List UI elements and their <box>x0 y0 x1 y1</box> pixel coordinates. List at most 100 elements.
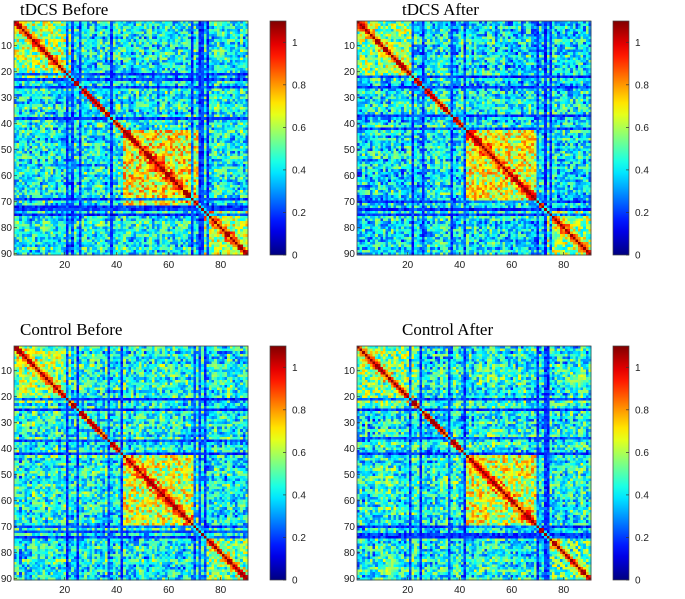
heatmap-cell <box>86 49 90 53</box>
heatmap-cell <box>16 122 20 126</box>
heatmap-cell <box>183 83 186 87</box>
heatmap-cell <box>242 127 246 131</box>
heatmap-cell <box>94 36 98 40</box>
heatmap-cell <box>55 41 59 45</box>
heatmap-cell <box>201 41 205 45</box>
heatmap-cell <box>21 44 25 48</box>
heatmap-cell <box>47 130 51 134</box>
heatmap-cell <box>219 104 223 108</box>
heatmap-cell <box>193 151 197 154</box>
heatmap-cell <box>123 36 127 40</box>
heatmap-cell <box>19 57 23 61</box>
heatmap-cell <box>211 91 215 95</box>
heatmap-cell <box>138 44 142 48</box>
heatmap-cell <box>123 125 127 128</box>
heatmap-cell <box>105 127 108 131</box>
heatmap-cell <box>99 60 103 63</box>
heatmap-cell <box>170 119 173 123</box>
heatmap-cell <box>66 130 69 134</box>
heatmap-cell <box>172 21 176 24</box>
heatmap-cell <box>97 138 101 141</box>
heatmap-cell <box>203 57 207 61</box>
heatmap-cell <box>149 65 153 69</box>
heatmap-cell <box>144 161 147 165</box>
heatmap-cell <box>107 73 111 76</box>
heatmap-cell <box>99 41 103 45</box>
heatmap-cell <box>71 36 75 40</box>
heatmap-cell <box>125 127 129 131</box>
heatmap-cell <box>50 65 54 69</box>
heatmap-cell <box>50 47 54 50</box>
heatmap-cell <box>53 109 56 113</box>
heatmap-cell <box>112 99 116 102</box>
heatmap-cell <box>125 52 129 56</box>
heatmap-cell <box>149 57 153 61</box>
heatmap-cell <box>123 114 127 118</box>
heatmap-cell <box>94 109 98 113</box>
heatmap-cell <box>177 125 181 128</box>
heatmap-cell <box>227 54 231 58</box>
heatmap-cell <box>66 83 69 87</box>
heatmap-cell <box>42 86 46 89</box>
heatmap-cell <box>73 34 77 37</box>
heatmap-cell <box>97 83 101 87</box>
heatmap-cell <box>193 158 197 162</box>
heatmap-cell <box>55 132 59 136</box>
heatmap-cell <box>214 75 218 79</box>
heatmap-cell <box>209 101 212 105</box>
heatmap-cell <box>89 83 93 87</box>
heatmap-cell <box>242 122 246 126</box>
heatmap-cell <box>175 52 179 56</box>
heatmap-cell <box>118 112 121 115</box>
heatmap-cell <box>107 34 111 37</box>
heatmap-cell <box>32 23 36 27</box>
heatmap-cell <box>211 86 215 89</box>
heatmap-cell <box>235 114 238 118</box>
heatmap-cell <box>73 132 77 136</box>
heatmap-cell <box>235 106 238 110</box>
heatmap-cell <box>216 60 220 63</box>
heatmap-cell <box>211 158 215 162</box>
heatmap-cell <box>37 31 41 35</box>
heatmap-cell <box>224 88 228 92</box>
heatmap-cell <box>185 127 189 131</box>
heatmap-cell <box>154 78 158 82</box>
heatmap-cell <box>141 96 145 100</box>
heatmap-cell <box>76 41 80 45</box>
heatmap-cell <box>42 36 46 40</box>
heatmap-cell <box>94 158 98 162</box>
heatmap-cell <box>146 91 150 95</box>
heatmap-cell <box>209 119 212 123</box>
heatmap-cell <box>125 70 129 74</box>
heatmap-cell <box>185 148 189 152</box>
heatmap-cell <box>214 130 218 134</box>
heatmap-cell <box>40 143 43 147</box>
heatmap-cell <box>97 54 101 58</box>
heatmap-cell <box>138 99 142 102</box>
heatmap-cell <box>105 104 108 108</box>
heatmap-cell <box>24 153 28 157</box>
heatmap-cell <box>201 88 205 92</box>
heatmap-cell <box>183 36 186 40</box>
heatmap-cell <box>214 104 218 108</box>
heatmap-cell <box>162 140 166 144</box>
heatmap-cell <box>224 39 228 43</box>
heatmap-cell <box>151 75 155 79</box>
heatmap-cell <box>125 96 129 100</box>
heatmap-cell <box>235 73 238 76</box>
heatmap-cell <box>86 130 90 134</box>
heatmap-cell <box>110 52 114 56</box>
heatmap-cell <box>73 151 77 154</box>
heatmap-cell <box>14 130 17 134</box>
heatmap-cell <box>125 117 129 121</box>
heatmap-cell <box>89 75 93 79</box>
heatmap-cell <box>60 125 64 128</box>
heatmap-cell <box>19 78 23 82</box>
heatmap-cell <box>131 93 134 97</box>
heatmap-cell <box>177 104 181 108</box>
heatmap-cell <box>162 54 166 58</box>
heatmap-cell <box>154 54 158 58</box>
heatmap-cell <box>235 80 238 84</box>
heatmap-cell <box>242 26 246 30</box>
heatmap-cell <box>203 127 207 131</box>
